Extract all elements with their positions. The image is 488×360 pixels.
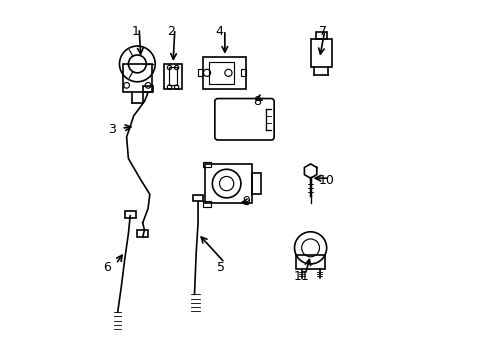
Bar — [168, 67, 177, 85]
Bar — [164, 64, 182, 89]
Text: 9: 9 — [242, 195, 250, 208]
Text: 2: 2 — [167, 25, 175, 38]
Text: 8: 8 — [252, 95, 261, 108]
Bar — [241, 69, 246, 76]
Text: 6: 6 — [103, 261, 111, 274]
Bar — [142, 86, 153, 93]
Bar — [315, 32, 326, 39]
Text: 3: 3 — [108, 123, 116, 136]
Bar — [137, 230, 148, 237]
Bar — [203, 57, 246, 89]
Bar — [123, 64, 151, 93]
Text: 4: 4 — [215, 25, 223, 38]
Bar — [310, 39, 331, 67]
Text: 7: 7 — [319, 25, 326, 38]
Text: 1: 1 — [131, 25, 139, 38]
Bar — [124, 211, 135, 217]
Bar — [251, 173, 260, 194]
Bar — [205, 164, 251, 203]
Bar — [192, 195, 203, 202]
Text: 11: 11 — [293, 270, 309, 283]
Bar — [203, 202, 210, 207]
Bar — [198, 69, 203, 76]
Bar — [208, 62, 233, 84]
Text: 5: 5 — [217, 261, 225, 274]
Bar — [296, 255, 324, 269]
Bar — [203, 162, 210, 167]
Text: 10: 10 — [318, 174, 334, 186]
